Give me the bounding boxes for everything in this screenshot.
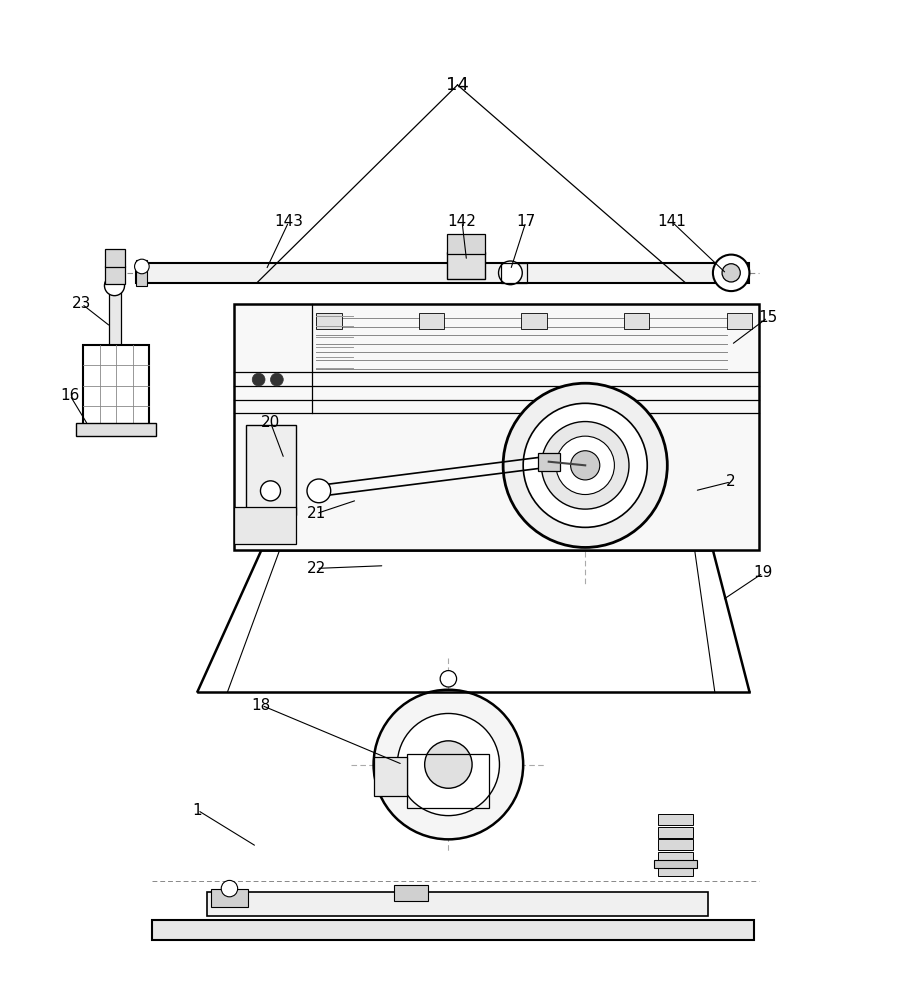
Bar [447,252,485,279]
Bar [109,286,121,413]
Bar [727,313,752,329]
Circle shape [135,259,149,274]
Bar [658,852,693,863]
Circle shape [221,880,238,897]
Bar [211,889,248,907]
Bar [658,865,693,876]
Bar [234,507,296,544]
Bar [653,860,697,868]
Bar [407,754,490,808]
Circle shape [571,451,600,480]
Circle shape [556,436,614,495]
Bar [419,313,444,329]
Bar [136,263,749,283]
Bar [83,345,149,427]
Circle shape [307,479,330,503]
Text: 143: 143 [274,214,303,229]
Text: 2: 2 [727,474,736,489]
Bar [136,260,147,286]
Text: 23: 23 [72,296,92,311]
Bar [76,423,156,436]
Bar [316,313,341,329]
Bar [234,304,759,550]
Bar [447,234,485,254]
Circle shape [542,422,629,509]
Bar [658,839,693,850]
Circle shape [523,403,647,527]
Circle shape [425,741,472,788]
Text: 22: 22 [307,561,326,576]
Text: 19: 19 [753,565,773,580]
Circle shape [499,261,522,285]
Text: 141: 141 [658,214,686,229]
Circle shape [373,690,523,839]
Circle shape [261,481,281,501]
Text: 16: 16 [60,388,80,403]
Bar [538,453,560,471]
Circle shape [503,383,667,547]
Bar [105,249,124,267]
Circle shape [253,373,265,386]
Circle shape [713,255,749,291]
Circle shape [440,671,457,687]
Text: 1: 1 [193,803,202,818]
Bar [658,827,693,838]
Text: 20: 20 [261,415,280,430]
Bar [624,313,650,329]
Bar [105,266,124,284]
Bar [246,425,296,515]
Bar [207,892,708,916]
Circle shape [271,373,284,386]
Bar [522,313,547,329]
Circle shape [104,276,124,296]
Bar [501,263,527,283]
Text: 142: 142 [447,214,477,229]
Text: 21: 21 [307,506,326,521]
Circle shape [722,264,740,282]
Text: 15: 15 [758,310,777,325]
Bar [393,885,428,901]
Circle shape [397,713,500,816]
Bar [373,757,407,796]
Bar [658,814,693,825]
Bar [152,920,754,940]
Text: 14: 14 [447,76,468,94]
Text: 17: 17 [516,214,535,229]
Text: 18: 18 [252,698,271,713]
